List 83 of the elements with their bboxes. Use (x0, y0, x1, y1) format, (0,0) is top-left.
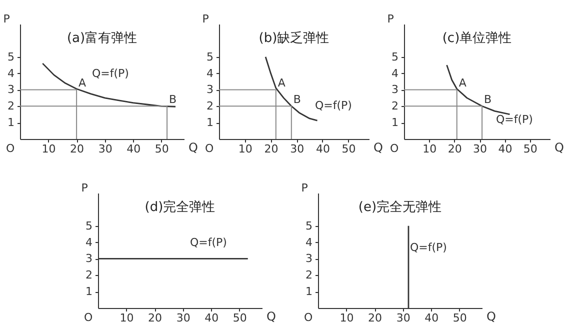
x-tick-label: 30 (290, 142, 304, 156)
y-tick-label: 2 (206, 100, 214, 113)
text: O (6, 142, 15, 155)
text: (e)完全无弹性 (358, 199, 442, 215)
annotation: A (278, 76, 286, 90)
y-tick-label: 2 (86, 268, 92, 282)
y-tick-label: 1 (206, 116, 214, 130)
y-axis-title: P (387, 12, 394, 26)
y-tick-label: 5 (86, 219, 92, 232)
y-tick-label: 4 (306, 236, 312, 249)
x-tick-label: 20 (264, 142, 278, 156)
x-tick-label: 30 (473, 142, 488, 156)
x-tick-label: 50 (232, 312, 247, 324)
text: (b)缺乏弹性 (258, 31, 330, 46)
y-tick-label: 3 (206, 83, 214, 96)
x-tick-label: 20 (70, 142, 84, 156)
annotation: Q=f(P) (410, 241, 447, 254)
x-tick-label: 50 (523, 142, 538, 156)
text: (c)单位弹性 (442, 31, 512, 46)
x-tick-label: 50 (342, 142, 356, 156)
y-tick-label: 4 (392, 66, 398, 80)
annotation: Q=f(P) (92, 67, 129, 80)
y-tick-label: 3 (306, 252, 312, 266)
x-tick-label: 40 (424, 312, 439, 324)
annotation: B (169, 93, 177, 106)
x-tick-label: 50 (154, 142, 169, 156)
x-tick-label: 10 (238, 142, 252, 156)
text: O (205, 142, 214, 155)
text: O (84, 311, 93, 324)
annotation: A (78, 76, 87, 90)
x-tick-label: 10 (340, 312, 354, 324)
x-axis-title: Q (486, 310, 496, 324)
y-tick-label: 4 (86, 236, 92, 249)
y-tick-label: 2 (306, 268, 312, 282)
x-tick-label: 30 (176, 312, 190, 324)
y-tick-label: 5 (8, 50, 14, 64)
x-axis-title: Q (266, 310, 276, 324)
x-tick-label: 40 (126, 142, 141, 156)
x-tick-label: 50 (452, 312, 467, 324)
line-series (446, 64, 510, 116)
y-axis-title: P (301, 182, 308, 194)
y-tick-label: 3 (8, 83, 14, 96)
y-tick-label: 3 (86, 252, 92, 266)
y-tick-label: 1 (392, 116, 398, 130)
x-tick-label: 40 (316, 142, 330, 156)
x-tick-label: 20 (448, 142, 462, 156)
y-tick-label: 1 (8, 116, 14, 130)
x-axis-title: Q (188, 140, 198, 154)
y-tick-label: 2 (8, 100, 14, 113)
y-tick-label: 3 (392, 83, 398, 96)
y-tick-label: 1 (86, 285, 92, 298)
y-tick-label: 2 (392, 100, 398, 113)
annotation: Q=f(P) (190, 236, 227, 249)
annotation: Q=f(P) (496, 113, 533, 126)
x-axis-title: Q (374, 140, 383, 154)
y-axis-title: P (202, 12, 210, 26)
x-tick-label: 20 (368, 312, 382, 324)
x-tick-label: 30 (396, 312, 410, 324)
y-tick-label: 4 (8, 66, 14, 80)
text: O (390, 142, 399, 155)
text: O (304, 311, 313, 324)
x-tick-label: 30 (98, 142, 112, 156)
x-tick-label: 40 (498, 142, 512, 156)
y-tick-label: 4 (206, 66, 214, 80)
y-tick-label: 5 (306, 219, 312, 232)
y-axis-title: P (81, 182, 88, 194)
y-tick-label: 1 (306, 285, 312, 298)
text: (d)完全弹性 (144, 199, 216, 215)
annotation: A (458, 76, 467, 90)
y-tick-label: 5 (392, 50, 398, 64)
y-axis-title: P (3, 12, 10, 26)
text: (a)富有弹性 (66, 30, 138, 46)
line-series (42, 62, 176, 108)
x-tick-label: 40 (204, 312, 219, 324)
x-tick-label: 10 (42, 142, 56, 156)
x-tick-label: 20 (148, 312, 162, 324)
y-tick-label: 5 (206, 50, 214, 64)
annotation: Q=f(P) (315, 99, 352, 112)
annotation: B (484, 93, 492, 106)
x-tick-label: 10 (422, 142, 437, 156)
x-tick-label: 10 (120, 312, 134, 324)
annotation: B (293, 93, 301, 106)
x-axis-title: Q (554, 140, 564, 154)
